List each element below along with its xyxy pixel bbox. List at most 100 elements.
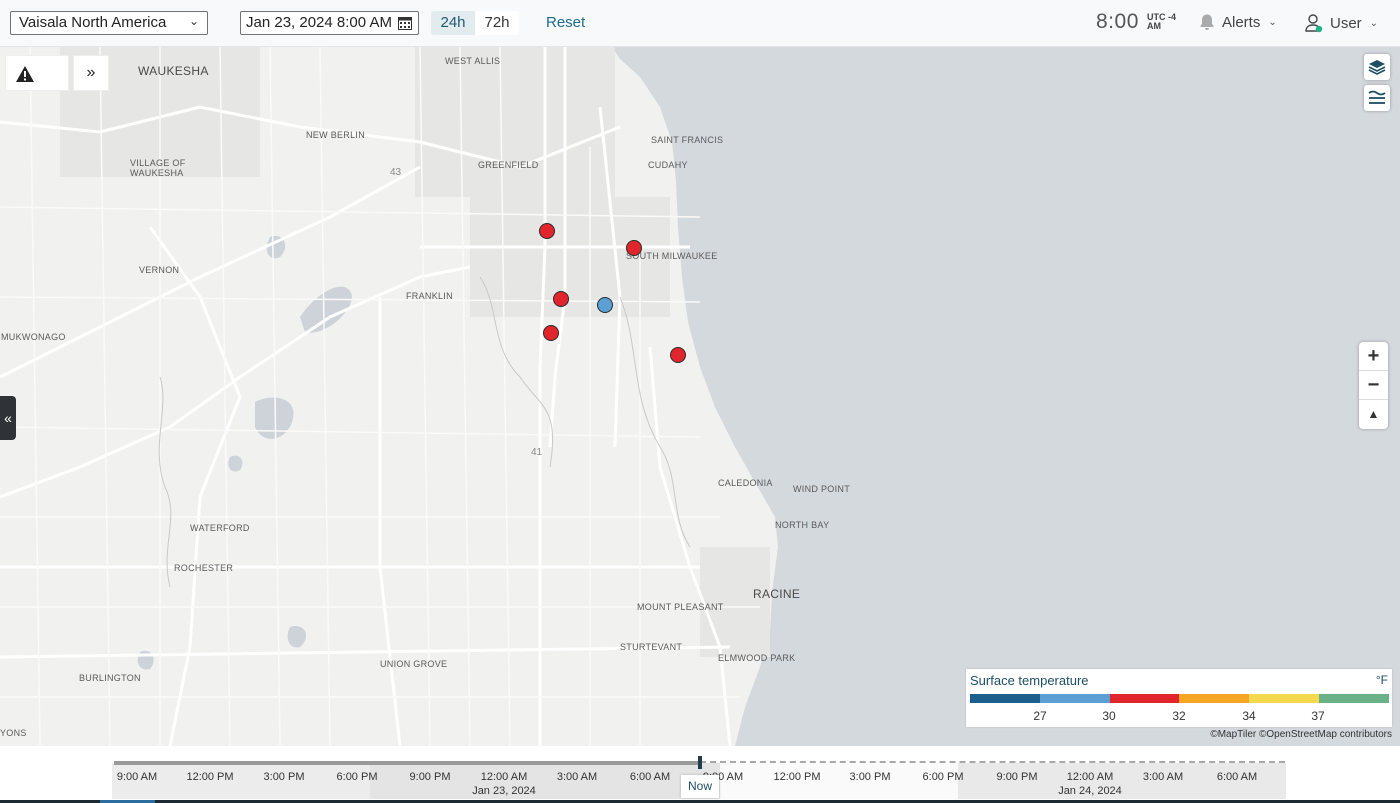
now-button[interactable]: Now xyxy=(681,775,719,798)
road-number-41: 41 xyxy=(531,447,543,458)
timeline-tick: 6:00 AM xyxy=(1216,771,1258,783)
station-marker[interactable] xyxy=(539,223,555,239)
timeline-tick: 12:00 PM xyxy=(186,771,234,783)
timeline-band xyxy=(112,763,370,799)
place-label-mukwonago: MUKWONAGO xyxy=(1,332,66,342)
timeline-forecast-track xyxy=(700,761,1285,763)
timeline-tick: 6:00 AM xyxy=(629,771,671,783)
place-label-south-milwaukee: SOUTH MILWAUKEE xyxy=(626,251,718,261)
date-time-value: Jan 23, 2024 8:00 AM xyxy=(246,14,392,31)
expand-panel-button[interactable]: » xyxy=(73,55,109,91)
timeline-past-track xyxy=(114,761,700,765)
place-label-vernon: VERNON xyxy=(139,265,180,275)
station-marker[interactable] xyxy=(543,325,559,341)
lake-michigan xyxy=(612,47,1400,746)
collapse-side-panel-button[interactable]: « xyxy=(0,396,16,440)
chevron-down-icon: ⌄ xyxy=(1369,17,1379,29)
timeline-tick: 12:00 PM xyxy=(773,771,821,783)
timeline-tick: 3:00 AM xyxy=(556,771,598,783)
station-marker[interactable] xyxy=(597,297,613,313)
place-label-village-waukesha: WAUKESHA xyxy=(130,168,184,178)
map-canvas[interactable]: WAUKESHA WEST ALLIS NEW BERLIN SAINT FRA… xyxy=(0,47,1400,746)
place-label-elmwood-park: ELMWOOD PARK xyxy=(718,653,796,663)
timeline-date-label: Jan 23, 2024 xyxy=(472,785,536,797)
place-label-lyons: YONS xyxy=(0,728,27,738)
zoom-controls: + − ▲ xyxy=(1359,342,1388,429)
timeline-tick: 3:00 PM xyxy=(263,771,305,783)
range-24h-button[interactable]: 24h xyxy=(431,11,475,35)
user-menu[interactable]: User ⌄ xyxy=(1304,13,1378,33)
contour-overlay-button[interactable] xyxy=(1364,85,1390,111)
timeline-tick: 9:00 PM xyxy=(409,771,451,783)
timeline-scrubber-handle[interactable] xyxy=(698,756,702,769)
timeline[interactable]: 9:00 AM 12:00 PM 3:00 PM 6:00 PM 9:00 PM… xyxy=(0,746,1400,803)
calendar-icon[interactable] xyxy=(398,16,412,30)
timeline-tick: 9:00 PM xyxy=(996,771,1038,783)
warning-icon xyxy=(16,66,34,82)
range-72h-button[interactable]: 72h xyxy=(475,11,519,35)
legend-color-bar xyxy=(970,694,1389,703)
legend-color-segment xyxy=(1179,694,1250,703)
chevron-down-icon: ⌄ xyxy=(1268,16,1277,28)
place-label-union-grove: UNION GROVE xyxy=(380,659,448,669)
timeline-tick: 12:00 AM xyxy=(480,771,528,783)
road-number-43: 43 xyxy=(390,167,402,178)
legend-tick: 34 xyxy=(1242,709,1256,723)
alerts-menu[interactable]: Alerts ⌄ xyxy=(1198,13,1277,31)
place-label-caledonia: CALEDONIA xyxy=(718,478,773,488)
timeline-tick: 9:00 AM xyxy=(116,771,158,783)
place-label-cudahy: CUDAHY xyxy=(648,160,688,170)
place-label-waterford: WATERFORD xyxy=(190,523,250,533)
organization-select-value: Vaisala North America xyxy=(19,14,167,31)
legend-tick: 30 xyxy=(1102,709,1116,723)
contour-icon xyxy=(1368,90,1386,104)
legend-color-segment xyxy=(1319,694,1389,703)
place-label-waukesha: WAUKESHA xyxy=(138,64,209,78)
alerts-label: Alerts xyxy=(1222,13,1261,31)
map-basemap xyxy=(0,47,1400,746)
organization-select[interactable]: Vaisala North America ⌄ xyxy=(10,11,208,35)
timeline-band xyxy=(720,763,958,799)
legend-unit: °F xyxy=(1375,673,1388,687)
place-label-north-bay: NORTH BAY xyxy=(775,520,830,530)
place-label-burlington: BURLINGTON xyxy=(79,673,141,683)
timeline-tick: 3:00 PM xyxy=(849,771,891,783)
timeline-band xyxy=(958,763,1286,799)
station-marker[interactable] xyxy=(670,347,686,363)
station-marker[interactable] xyxy=(553,291,569,307)
alerts-panel-button[interactable] xyxy=(5,55,69,91)
station-marker[interactable] xyxy=(626,240,642,256)
top-bar: Vaisala North America ⌄ Jan 23, 2024 8:0… xyxy=(0,0,1400,47)
legend-color-segment xyxy=(970,694,1040,703)
reset-button[interactable]: Reset xyxy=(546,14,586,31)
bottom-edge-bar xyxy=(0,800,1400,803)
clock-tz-offset: UTC -4 xyxy=(1147,12,1176,22)
bell-icon xyxy=(1200,14,1214,30)
legend-color-segment xyxy=(1039,694,1110,703)
place-label-saint-francis: SAINT FRANCIS xyxy=(651,135,724,145)
legend-tick: 32 xyxy=(1172,709,1186,723)
timeline-band xyxy=(370,763,720,799)
layers-icon xyxy=(1368,60,1386,75)
place-label-franklin: FRANKLIN xyxy=(406,291,453,301)
timeline-tick: 6:00 PM xyxy=(336,771,378,783)
legend-tick: 37 xyxy=(1311,709,1325,723)
date-time-input[interactable]: Jan 23, 2024 8:00 AM xyxy=(240,11,419,35)
place-label-racine: RACINE xyxy=(753,587,801,601)
clock-ampm: AM xyxy=(1147,21,1161,31)
zoom-in-icon[interactable]: + xyxy=(1359,342,1388,371)
compass-icon[interactable]: ▲ xyxy=(1367,407,1380,421)
timeline-tick: 3:00 AM xyxy=(1142,771,1184,783)
place-label-village-of: VILLAGE OF xyxy=(130,158,186,168)
layers-button[interactable] xyxy=(1364,54,1390,80)
timeline-tick: 6:00 PM xyxy=(922,771,964,783)
legend-title: Surface temperature xyxy=(970,673,1089,688)
place-label-sturtevant: STURTEVANT xyxy=(620,642,683,652)
place-label-mount-pleasant: MOUNT PLEASANT xyxy=(637,602,724,612)
clock-time: 8:00 xyxy=(1096,10,1139,33)
legend-color-segment xyxy=(1249,694,1320,703)
legend-color-segment xyxy=(1109,694,1180,703)
place-label-greenfield: GREENFIELD xyxy=(478,160,539,170)
zoom-out-icon[interactable]: − xyxy=(1359,371,1388,400)
chevron-down-icon: ⌄ xyxy=(188,14,199,28)
